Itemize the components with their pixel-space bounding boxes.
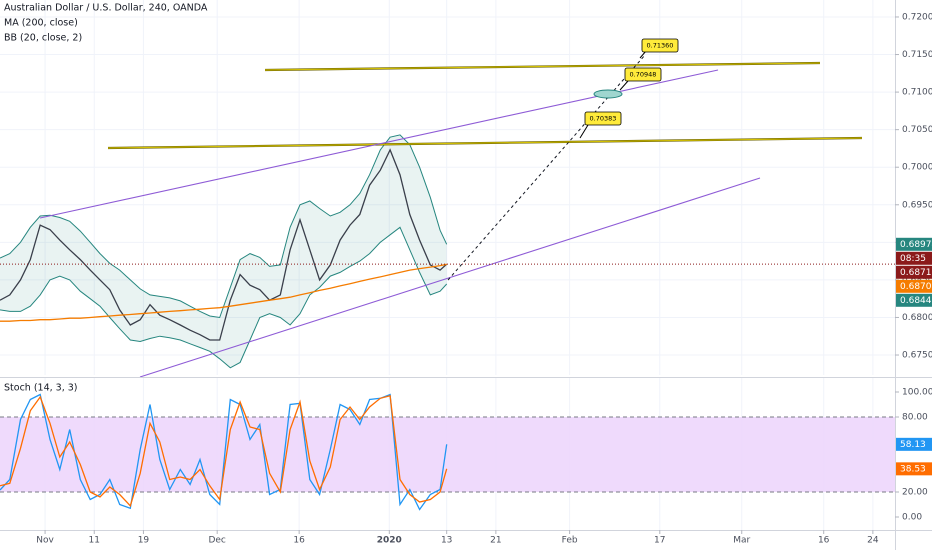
y2-tick-label: 0.00: [902, 513, 922, 523]
projection-line: [447, 54, 646, 281]
callout: [624, 67, 662, 82]
stoch-label-bg: [896, 462, 932, 476]
x-tick-label: 24: [867, 536, 879, 546]
x-tick-label: Nov: [36, 536, 54, 546]
price-label-bg: [896, 237, 932, 251]
y-tick-label: 0.67500: [902, 351, 932, 361]
legend-symbol: Australian Dollar / U.S. Dollar, 240, OA…: [4, 3, 208, 14]
price-label: 0.68446: [900, 296, 932, 306]
x-tick-label: 16: [818, 536, 830, 546]
stochastic-pane: [0, 393, 895, 511]
stoch-label: 38.53: [900, 464, 926, 474]
plot: [0, 148, 895, 341]
series-line: [0, 394, 448, 508]
callout-pointer: [619, 80, 629, 91]
price-label-bg: [896, 293, 932, 307]
y2-tick-label: 100.00: [902, 388, 932, 398]
target-ellipse: [593, 89, 623, 99]
grid: [0, 0, 895, 530]
x-tick-label: 17: [654, 536, 665, 546]
x-tick-label: 11: [89, 536, 100, 546]
drawings: 0.71360 0.70948 0.70383: [39, 38, 863, 378]
callout: [584, 111, 622, 126]
price-label: 0.68708: [900, 282, 932, 292]
series-line: [0, 263, 447, 322]
x-tick-label: Feb: [562, 536, 578, 546]
callout: [641, 38, 679, 53]
price-label: 08:35: [900, 254, 926, 264]
stoch-label-bg: [896, 437, 932, 451]
x-tick-label: 19: [138, 536, 150, 546]
x-tick-label: Mar: [733, 536, 750, 546]
x-tick-label: 13: [441, 536, 452, 546]
y2-tick-label: 80.00: [902, 413, 928, 423]
x-tick-label: 21: [490, 536, 501, 546]
callout-label: 0.71360: [647, 42, 674, 50]
price-label-bg: [896, 265, 932, 279]
y2-tick-label: 20.00: [902, 488, 928, 498]
callout-pointer: [579, 124, 589, 139]
bb-lower: [0, 226, 448, 369]
channel-lower: [139, 177, 761, 378]
bollinger-bands: [0, 134, 448, 369]
legend: Australian Dollar / U.S. Dollar, 240, OA…: [4, 3, 208, 394]
price-label-bg: [896, 279, 932, 293]
callout-label: 0.70383: [590, 115, 617, 123]
legend-stoch: Stoch (14, 3, 3): [4, 383, 78, 394]
bb-fill: [0, 134, 447, 368]
x-tick-label: 2020: [377, 536, 402, 546]
price-label: 0.68974: [900, 240, 932, 250]
resistance-line: [107, 137, 863, 149]
resistance-line: [264, 62, 821, 71]
stoch-band: [0, 417, 895, 492]
legend-ma: MA (200, close): [4, 18, 78, 29]
series-line: [0, 148, 448, 341]
x-tick-label: 16: [293, 536, 305, 546]
stoch-label: 58.13: [900, 440, 926, 450]
x-tick-label: Dec: [208, 536, 225, 546]
callout-label: 0.70948: [630, 71, 657, 79]
price-label-bg: [896, 251, 932, 265]
bb-upper: [0, 134, 448, 319]
legend-bb: BB (20, close, 2): [4, 33, 82, 44]
